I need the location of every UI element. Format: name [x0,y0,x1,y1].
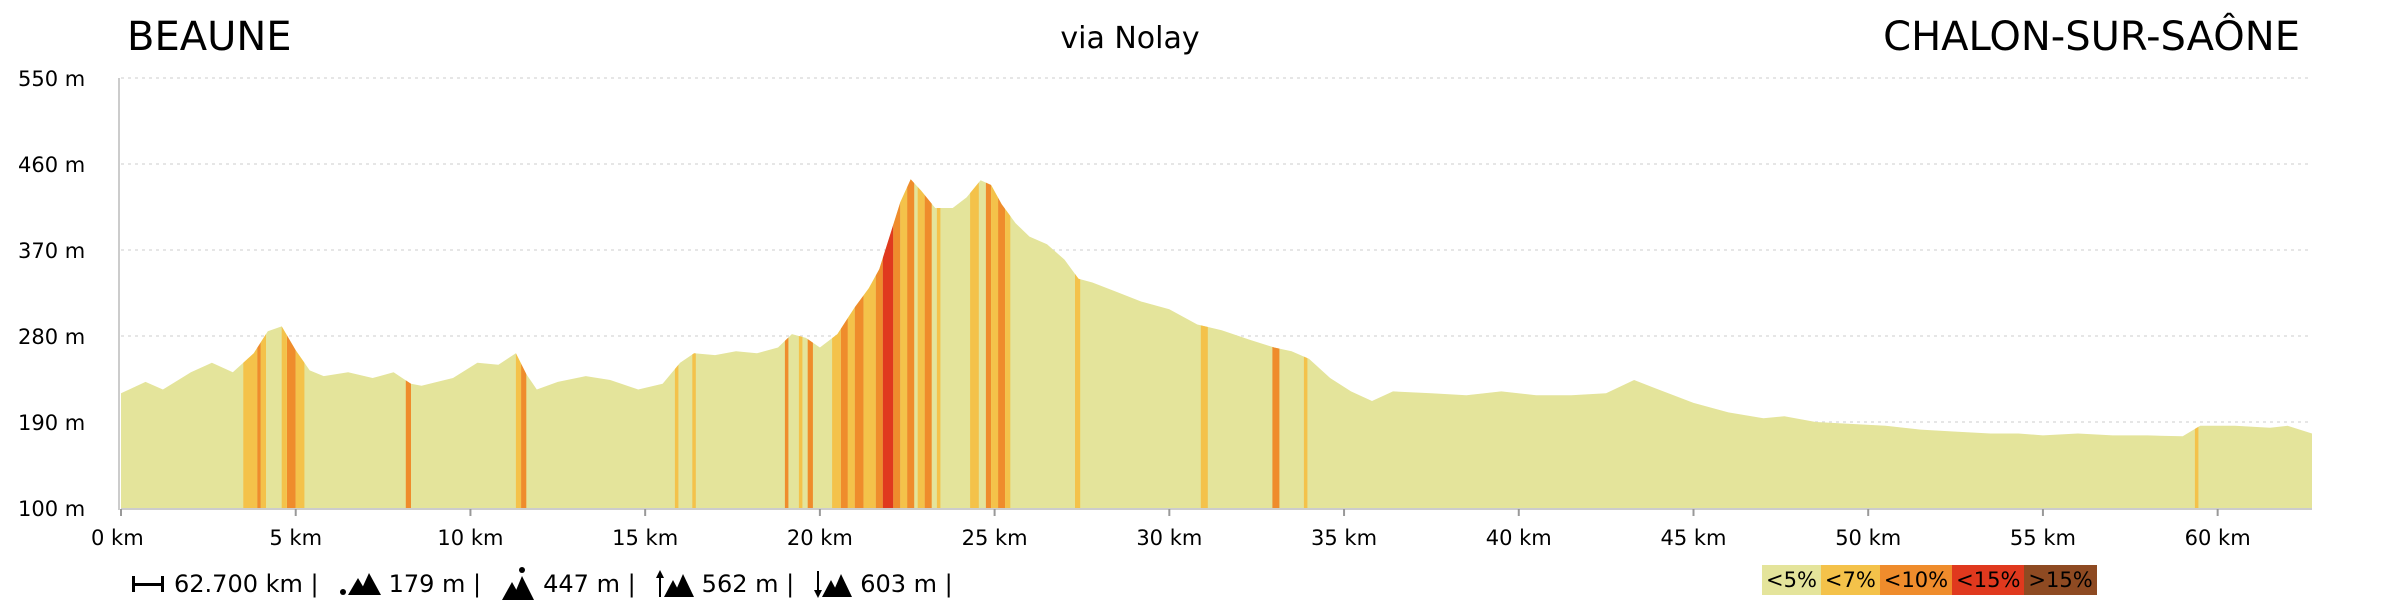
start-location-label: BEAUNE [127,14,292,60]
grade-band [798,179,803,508]
grade-band [854,179,864,508]
grade-band [1303,179,1308,508]
grade-band [882,179,894,508]
x-tick-label: 15 km [612,526,678,550]
grade-band [998,179,1006,508]
grade-band [1075,179,1081,508]
grade-band [991,179,999,508]
max-altitude-value: 447 m | [543,570,636,598]
grade-band [985,179,992,508]
x-tick-label: 45 km [1660,526,1726,550]
grade-band [784,179,789,508]
grade-band [257,179,261,508]
distance-value: 62.700 km | [174,570,319,598]
end-location-label: CHALON-SUR-SAÔNE [1883,12,2300,60]
y-tick-label: 280 m [18,325,85,349]
grade-band [917,179,925,508]
min-altitude-stat: 179 m | [339,570,482,598]
grade-band [1005,179,1011,508]
grade-band [521,179,527,508]
y-tick-label: 460 m [18,153,85,177]
grade-band [840,179,848,508]
grade-band [1272,179,1280,508]
distance-stat: 62.700 km | [130,570,319,598]
descent-value: 603 m | [860,570,953,598]
grade-band [970,179,979,508]
grade-band [847,179,855,508]
x-tick-label: 40 km [1486,526,1552,550]
y-tick-label: 550 m [18,67,85,91]
grade-band [863,179,876,508]
grade-band [1200,179,1208,508]
x-tick-label: 25 km [962,526,1028,550]
y-tick-label: 190 m [18,411,85,435]
x-tick-label: 5 km [269,526,322,550]
legend-item-under-5: <5% [1762,565,1821,595]
grade-band [243,179,258,508]
x-tick-label: 0 km [91,526,144,550]
descent-stat: 603 m | [814,569,953,599]
grade-band [907,179,915,508]
grade-band [287,179,296,508]
grade-band [674,179,679,508]
grade-band [924,179,932,508]
grade-band [260,179,266,508]
legend-item-under-7: <7% [1820,565,1880,595]
min-altitude-value: 179 m | [388,570,482,598]
x-tick-label: 55 km [2010,526,2076,550]
elevation-profile-area [121,179,2312,509]
ascent-value: 562 m | [701,570,795,598]
x-tick-label: 10 km [437,526,503,550]
grade-band [900,179,908,508]
ascent-icon [655,570,694,597]
legend-item-under-15: <15% [1952,565,2025,595]
legend-item-under-10: <10% [1879,565,1953,595]
grade-band [692,179,696,508]
grade-band [893,179,901,508]
descent-icon [814,571,853,598]
x-tick-label: 60 km [2185,526,2251,550]
via-label: via Nolay [1060,21,1199,56]
ascent-stat: 562 m | [655,569,795,599]
grade-band [515,179,522,508]
grade-band [936,179,941,508]
grade-band [405,179,411,508]
x-tick-label: 20 km [787,526,853,550]
x-tick-label: 30 km [1136,526,1202,550]
grade-band [2194,179,2199,508]
x-tick-label: 35 km [1311,526,1377,550]
max-altitude-icon [502,567,535,600]
x-tick-label: 50 km [1835,526,1901,550]
grade-band [281,179,287,508]
grade-band [807,179,813,508]
distance-icon [132,576,164,592]
grade-band [832,179,841,508]
grade-band [295,179,305,508]
legend-item-over-15: >15% [2024,565,2097,595]
route-stats: 62.700 km | 179 m | 447 m | 562 m | [130,566,953,602]
min-altitude-icon [339,573,381,595]
y-tick-label: 100 m [18,497,85,521]
grade-legend: <5% <7% <10% <15% >15% [1762,565,2097,595]
y-tick-label: 370 m [18,239,85,263]
grade-band [875,179,883,508]
max-altitude-stat: 447 m | [501,566,636,602]
